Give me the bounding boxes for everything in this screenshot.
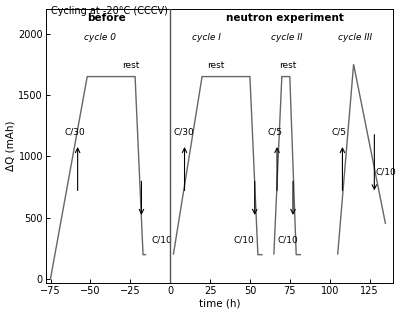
Text: cycle III: cycle III — [338, 33, 372, 42]
Text: before: before — [87, 13, 126, 23]
Text: neutron experiment: neutron experiment — [226, 13, 344, 23]
Text: rest: rest — [122, 62, 140, 70]
Text: cycle II: cycle II — [271, 33, 302, 42]
Text: C/5: C/5 — [267, 127, 282, 136]
Text: cycle I: cycle I — [192, 33, 221, 42]
Y-axis label: ΔQ (mAh): ΔQ (mAh) — [6, 121, 16, 171]
Text: C/10: C/10 — [151, 236, 172, 244]
Text: rest: rest — [207, 62, 224, 70]
Text: C/30: C/30 — [65, 127, 86, 136]
X-axis label: time (h): time (h) — [199, 298, 240, 308]
Text: C/30: C/30 — [173, 127, 194, 136]
Text: C/10: C/10 — [376, 168, 397, 177]
Text: rest: rest — [279, 62, 296, 70]
Text: cycle 0: cycle 0 — [84, 33, 116, 42]
Text: C/10: C/10 — [277, 236, 298, 244]
Text: Cycling at -20°C (CCCV): Cycling at -20°C (CCCV) — [50, 6, 167, 16]
Text: C/10: C/10 — [234, 236, 255, 244]
Text: C/5: C/5 — [331, 127, 346, 136]
